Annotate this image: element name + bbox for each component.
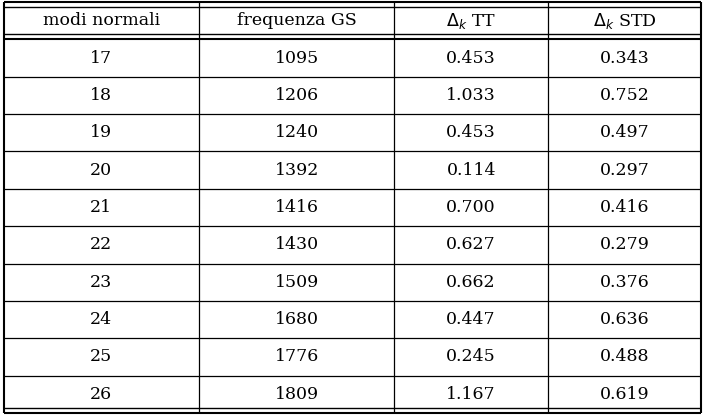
Text: 0.700: 0.700 [446, 199, 496, 216]
Text: 0.297: 0.297 [600, 162, 649, 178]
Text: 25: 25 [90, 349, 112, 365]
Text: 1509: 1509 [274, 274, 319, 290]
Text: 0.343: 0.343 [600, 50, 649, 66]
Text: 18: 18 [90, 87, 112, 104]
Text: 1392: 1392 [274, 162, 319, 178]
Text: 1430: 1430 [275, 237, 319, 253]
Text: 1776: 1776 [274, 349, 319, 365]
Text: 0.619: 0.619 [600, 386, 649, 403]
Text: 0.497: 0.497 [600, 124, 649, 141]
Text: 1.033: 1.033 [446, 87, 496, 104]
Text: 1240: 1240 [275, 124, 319, 141]
Text: 0.488: 0.488 [600, 349, 649, 365]
Text: 0.376: 0.376 [600, 274, 649, 290]
Text: $\Delta_k$ STD: $\Delta_k$ STD [593, 11, 656, 31]
Text: modi normali: modi normali [43, 12, 160, 29]
Text: 19: 19 [90, 124, 112, 141]
Text: 0.662: 0.662 [446, 274, 496, 290]
Text: 24: 24 [90, 311, 112, 328]
Text: 23: 23 [90, 274, 112, 290]
Text: 0.752: 0.752 [600, 87, 649, 104]
Text: 1206: 1206 [275, 87, 319, 104]
Text: 0.453: 0.453 [446, 50, 496, 66]
Text: 26: 26 [90, 386, 112, 403]
Text: $\Delta_k$ TT: $\Delta_k$ TT [446, 11, 496, 31]
Text: 0.114: 0.114 [446, 162, 496, 178]
Text: 1680: 1680 [275, 311, 319, 328]
Text: 0.453: 0.453 [446, 124, 496, 141]
Text: 1809: 1809 [275, 386, 319, 403]
Text: 0.636: 0.636 [600, 311, 649, 328]
Text: 21: 21 [90, 199, 112, 216]
Text: 0.447: 0.447 [446, 311, 496, 328]
Text: 0.279: 0.279 [600, 237, 649, 253]
Text: 0.416: 0.416 [600, 199, 649, 216]
Text: 0.627: 0.627 [446, 237, 496, 253]
Text: 17: 17 [90, 50, 112, 66]
Text: frequenza GS: frequenza GS [237, 12, 357, 29]
Text: 20: 20 [90, 162, 112, 178]
Text: 22: 22 [90, 237, 112, 253]
Text: 1095: 1095 [274, 50, 319, 66]
Text: 1.167: 1.167 [446, 386, 496, 403]
Text: 0.245: 0.245 [446, 349, 496, 365]
Text: 1416: 1416 [275, 199, 319, 216]
